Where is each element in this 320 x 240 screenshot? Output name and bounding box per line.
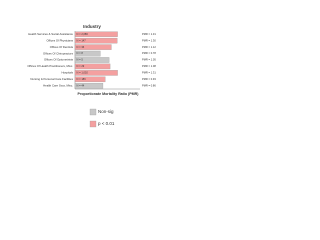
bar-label: N = 36 — [77, 45, 85, 49]
legend-label: p < 0.01 — [98, 121, 115, 126]
bar — [74, 50, 101, 57]
category-label: Offices Of Physicians — [46, 38, 73, 42]
bar-label: N = 44 — [77, 83, 85, 87]
bar — [74, 37, 118, 44]
category-label: Health Care Svcs, Misc. — [43, 84, 73, 88]
value-label: PMR = 1.31 — [142, 71, 156, 75]
bar-label: N = 186 — [77, 77, 87, 81]
category-label: Offices Of Chiropractors — [43, 51, 74, 55]
bar — [74, 76, 106, 83]
bar-label: N = 147 — [77, 38, 87, 42]
category-label: Hospitals — [61, 71, 73, 75]
category-label: Nursing & Personal Care Facilities — [30, 77, 73, 81]
category-label: Offices Of Dentists — [50, 45, 74, 49]
category-label: Offices Of Optometrists — [44, 58, 74, 62]
bar-label: N = 5 — [77, 58, 84, 62]
legend-label: Non-sig — [98, 109, 114, 114]
value-label: PMR = 0.93 — [142, 77, 156, 81]
bar-label: N = 29 — [77, 64, 85, 68]
value-label: PMR = 1.12 — [142, 45, 156, 49]
bar-label: N = 1,002 — [77, 71, 89, 75]
x-axis-label: Proportionate Mortality Ratio (PMR) — [78, 92, 140, 96]
bar — [74, 83, 104, 89]
bar — [74, 70, 118, 76]
value-label: PMR = 1.30 — [142, 38, 156, 42]
bar-label: N = 8 — [77, 51, 84, 55]
bar-label: N = 2,086 — [77, 32, 89, 36]
category-label: Health Services & Social Assistance — [28, 32, 73, 36]
chart: Industry Proportionate Mortality Ratio (… — [27, 24, 156, 128]
bar — [74, 57, 110, 63]
legend-swatch — [89, 108, 97, 116]
chart-title: Industry — [83, 24, 101, 29]
bar — [74, 44, 112, 50]
category-label: Offices Of Health Practitioners, Misc. — [27, 64, 73, 68]
value-label: PMR = 0.86 — [142, 83, 156, 87]
legend-swatch — [89, 120, 97, 128]
bar — [74, 63, 111, 70]
bar — [74, 31, 118, 37]
value-label: PMR = 0.78 — [142, 51, 156, 55]
value-label: PMR = 1.08 — [142, 64, 156, 68]
value-label: PMR = 1.31 — [142, 32, 156, 36]
value-label: PMR = 1.05 — [142, 58, 156, 62]
